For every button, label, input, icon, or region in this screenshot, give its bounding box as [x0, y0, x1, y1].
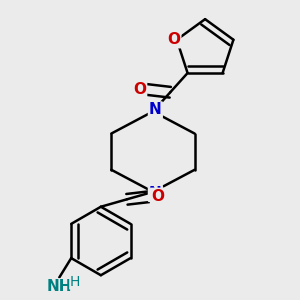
Text: N: N: [149, 103, 162, 118]
Text: NH: NH: [46, 279, 72, 294]
Text: O: O: [167, 32, 180, 47]
Text: O: O: [151, 189, 164, 204]
Text: O: O: [133, 82, 146, 97]
Text: H: H: [70, 275, 80, 289]
Text: N: N: [149, 186, 162, 201]
